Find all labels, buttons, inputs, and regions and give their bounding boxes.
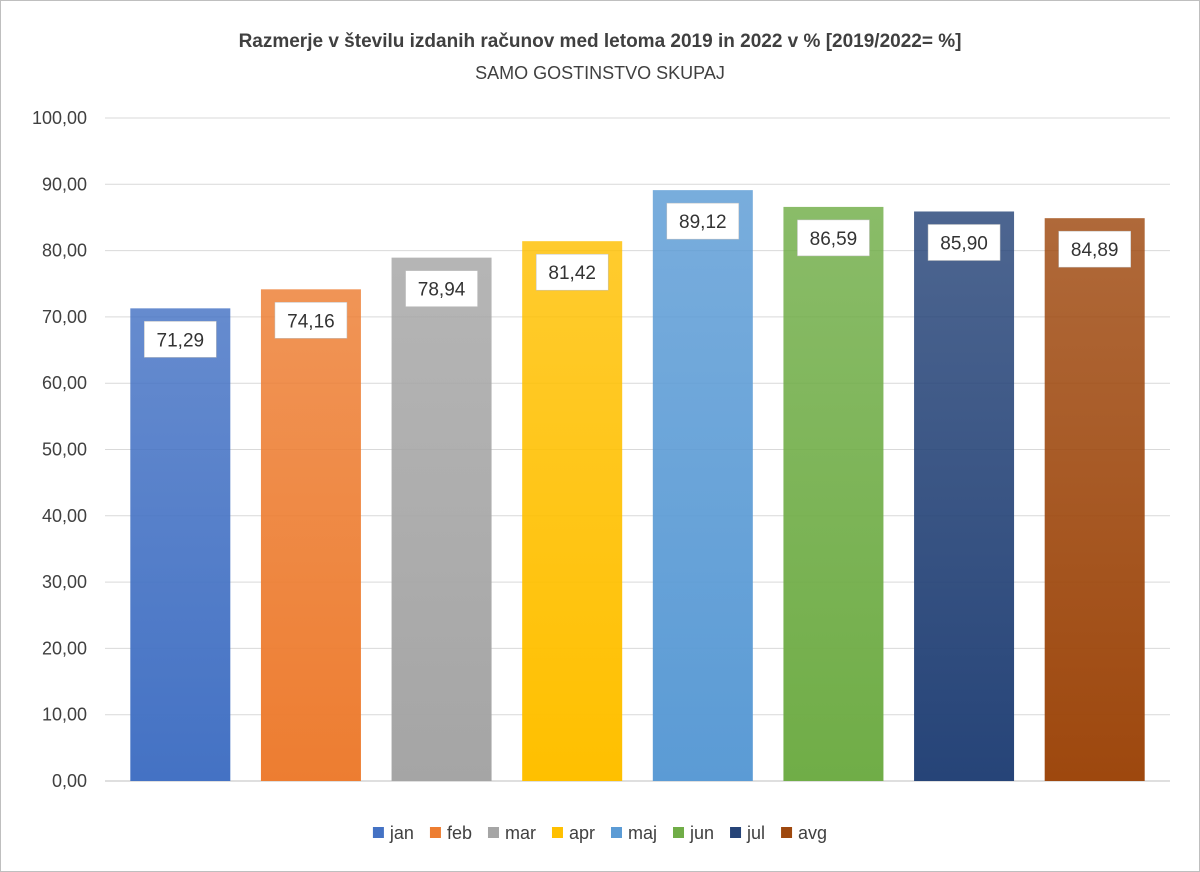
legend-label: avg bbox=[798, 823, 827, 843]
legend-item-apr: apr bbox=[551, 823, 595, 843]
data-label: 78,94 bbox=[405, 270, 478, 307]
data-label-jun: 86,59 bbox=[810, 229, 858, 250]
data-label: 89,12 bbox=[666, 202, 740, 240]
y-tick-label: 10,00 bbox=[42, 705, 87, 725]
data-label-box bbox=[144, 321, 217, 358]
y-tick-label: 40,00 bbox=[42, 506, 87, 526]
y-tick-label: 20,00 bbox=[42, 638, 87, 658]
legend-swatch bbox=[487, 827, 499, 838]
legend-item-feb: feb bbox=[429, 823, 472, 843]
legend-item-jun: jun bbox=[673, 823, 714, 843]
data-label-maj: 89,12 bbox=[679, 212, 727, 233]
bar-mar bbox=[391, 257, 492, 781]
legend-item-mar: mar bbox=[487, 823, 536, 843]
y-tick-label: 30,00 bbox=[42, 572, 87, 592]
legend-item-avg: avg bbox=[781, 823, 827, 843]
y-tick-label: 80,00 bbox=[42, 241, 87, 261]
legend-item-jul: jul bbox=[730, 823, 765, 843]
legend-swatch bbox=[372, 827, 384, 838]
legend-swatch bbox=[610, 827, 622, 838]
data-label-box bbox=[1058, 230, 1131, 268]
data-label-box bbox=[274, 302, 348, 339]
legend-swatch bbox=[673, 827, 685, 838]
bar-jul bbox=[914, 211, 1015, 781]
y-tick-label: 70,00 bbox=[42, 307, 87, 327]
data-label: 84,89 bbox=[1058, 230, 1131, 268]
data-label-jul: 85,90 bbox=[940, 233, 988, 254]
data-label-box bbox=[927, 224, 1001, 261]
data-label: 86,59 bbox=[797, 219, 870, 257]
legend-swatch bbox=[429, 827, 441, 838]
y-axis-tick-labels: 0,00 10,00 20,00 30,00 40,00 50,00 60,00 70,00 8… bbox=[32, 108, 87, 791]
y-tick-label: 0,00 bbox=[52, 771, 87, 791]
legend-swatch bbox=[551, 827, 563, 838]
legend-label: feb bbox=[447, 823, 472, 843]
data-label-mar: 78,94 bbox=[418, 280, 466, 301]
data-label-box bbox=[666, 202, 740, 240]
data-label-jan: 71,29 bbox=[157, 330, 205, 351]
bar-feb bbox=[260, 289, 361, 781]
data-label-box bbox=[797, 219, 870, 257]
y-tick-label: 100,00 bbox=[32, 108, 87, 128]
bar-jan bbox=[130, 308, 231, 781]
y-tick-label: 60,00 bbox=[42, 373, 87, 393]
data-label-feb: 74,16 bbox=[287, 311, 335, 332]
legend-item-jan: jan bbox=[372, 823, 414, 843]
legend-label: maj bbox=[628, 823, 657, 843]
legend-swatch bbox=[730, 827, 742, 838]
y-tick-label: 50,00 bbox=[42, 440, 87, 460]
legend: jan feb mar apr maj jun jul avg bbox=[372, 823, 827, 843]
data-label-box bbox=[405, 270, 478, 307]
bars bbox=[130, 190, 1145, 781]
bar-avg bbox=[1044, 218, 1145, 781]
data-label: 74,16 bbox=[274, 302, 348, 339]
data-label: 71,29 bbox=[144, 321, 217, 358]
data-label-avg: 84,89 bbox=[1071, 240, 1119, 261]
data-label-apr: 81,42 bbox=[548, 263, 596, 284]
bar-maj bbox=[652, 190, 753, 781]
bar-jun bbox=[783, 206, 884, 781]
data-label-box bbox=[535, 253, 609, 291]
legend-label: mar bbox=[505, 823, 536, 843]
legend-label: jul bbox=[746, 823, 765, 843]
legend-label: apr bbox=[569, 823, 595, 843]
legend-swatch bbox=[781, 827, 793, 838]
data-label: 85,90 bbox=[927, 224, 1001, 261]
legend-item-maj: maj bbox=[610, 823, 657, 843]
chart-subtitle: SAMO GOSTINSTVO SKUPAJ bbox=[475, 63, 725, 83]
bar-apr bbox=[522, 241, 623, 781]
legend-label: jun bbox=[689, 823, 714, 843]
chart-title: Razmerje v številu izdanih računov med l… bbox=[239, 31, 962, 52]
y-tick-label: 90,00 bbox=[42, 174, 87, 194]
data-label: 81,42 bbox=[535, 253, 609, 291]
data-labels: 71,29 74,16 78,94 81,42 89,12 86,59 85,90 84,89 bbox=[144, 202, 1131, 358]
legend-label: jan bbox=[389, 823, 414, 843]
